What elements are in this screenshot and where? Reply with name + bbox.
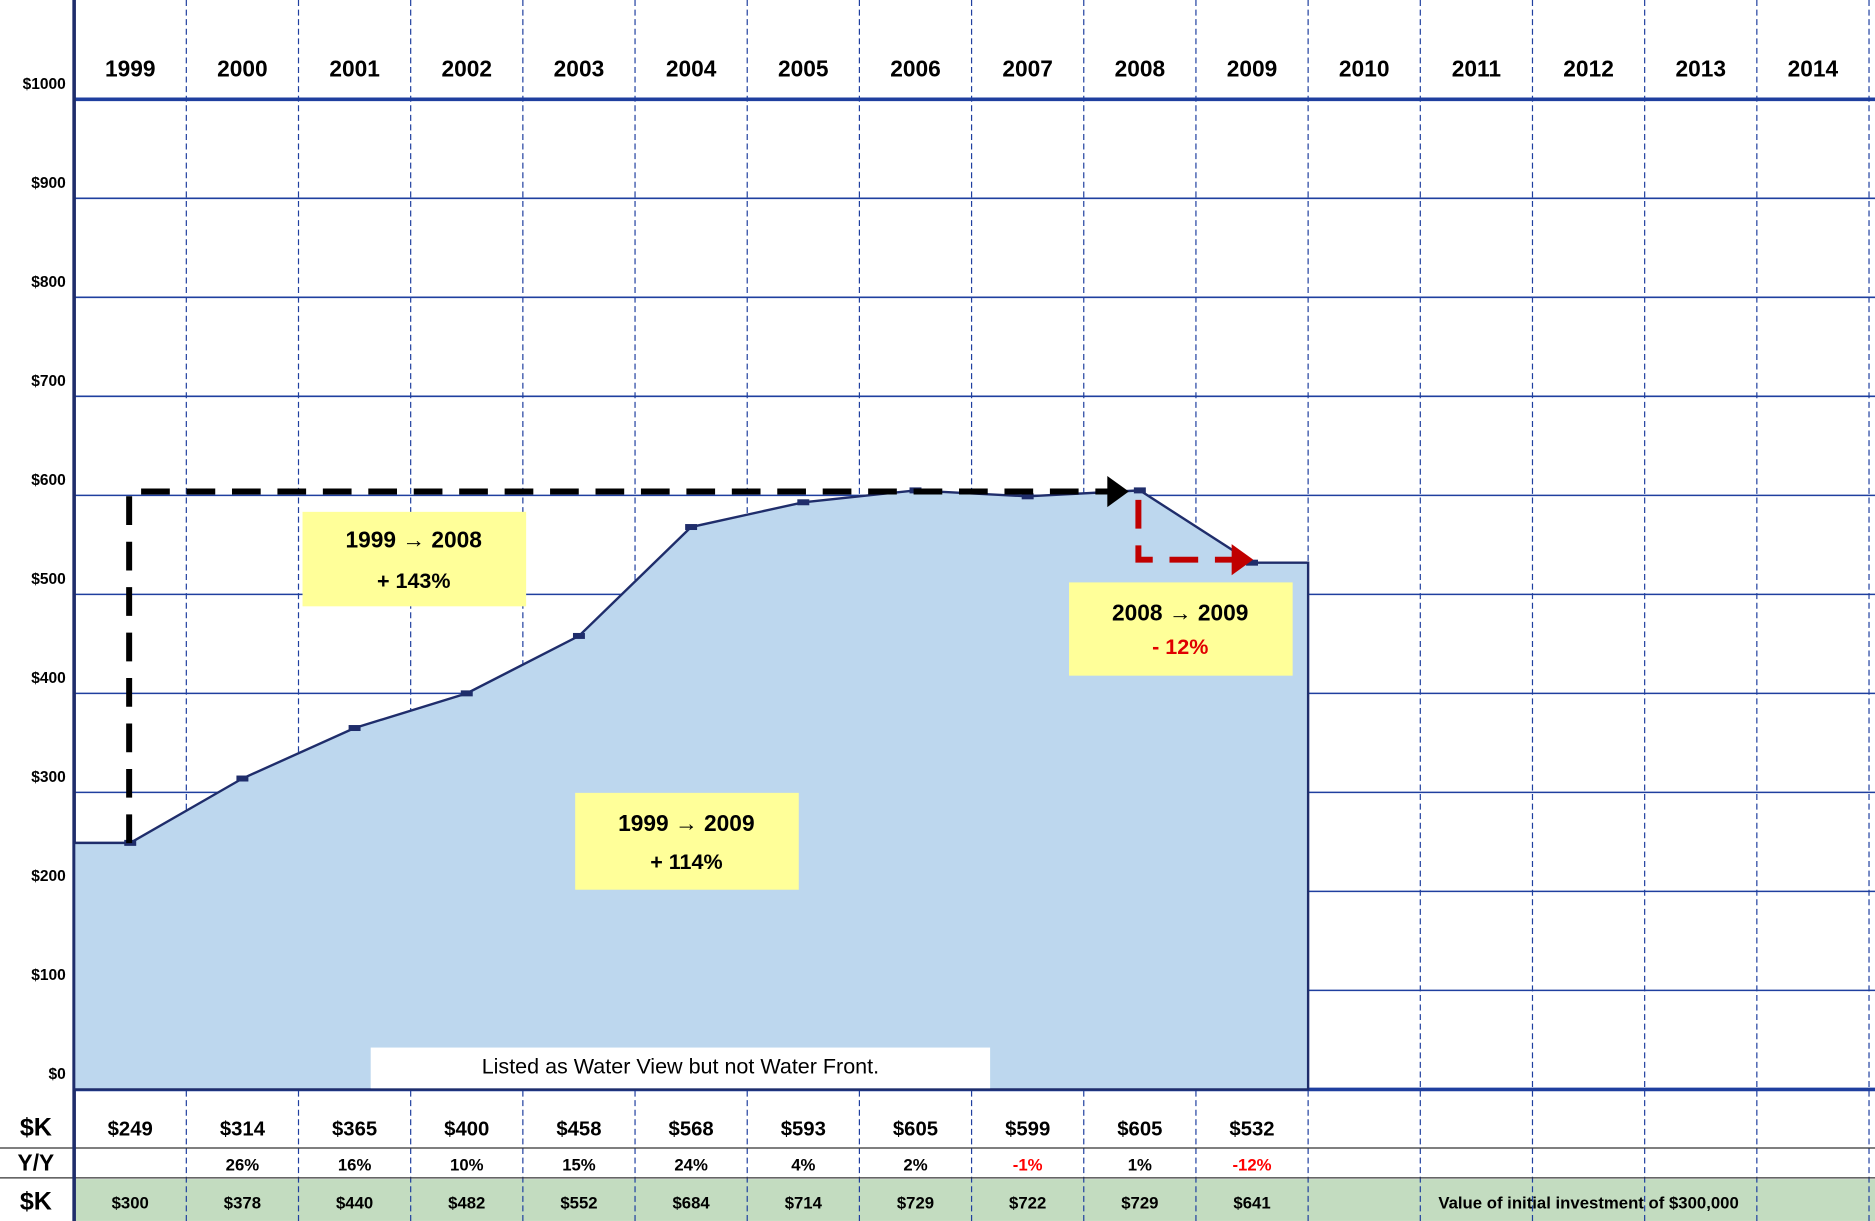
value-label: $400 [444,1118,489,1140]
yoy-label: 15% [562,1155,596,1174]
investment-label: $729 [897,1194,934,1213]
y-tick-label: $700 [31,373,66,390]
y-tick-label: $500 [31,571,66,588]
y-tick-label: $900 [31,175,66,192]
y-tick-label: $100 [31,967,66,984]
value-label: $605 [893,1118,938,1140]
yoy-label: 16% [338,1155,372,1174]
yoy-label: 10% [450,1155,484,1174]
row-label: $K [20,1114,52,1142]
annotation-text: + 114% [650,850,722,874]
x-tick-label: 1999 [105,56,156,82]
investment-label: $552 [560,1194,597,1213]
row-label: $K [20,1188,52,1216]
dashed-arrow [1135,499,1237,563]
x-tick-label: 2008 [1115,56,1166,82]
annotation-box [575,792,799,890]
value-label: $568 [669,1118,714,1140]
yoy-label: -12% [1232,1155,1271,1174]
value-label: $593 [781,1118,826,1140]
x-tick-label: 2004 [666,56,717,82]
investment-label: $300 [112,1194,149,1213]
x-tick-label: 2006 [890,56,941,82]
marker [685,524,698,531]
annotation-text: + 143% [377,569,451,593]
x-tick-label: 2007 [1002,56,1053,82]
annotations: 1999 → 2008 + 143% 2008 → 2009 - 12% 199… [126,475,1293,1089]
investment-label: $641 [1233,1194,1270,1213]
yoy-label: 2% [903,1155,927,1174]
x-tick-label: 2010 [1339,56,1390,82]
value-label: $249 [108,1118,153,1140]
value-label: $458 [556,1118,601,1140]
area [72,489,1310,1091]
yoy-label: 26% [226,1155,260,1174]
annotation-title: 2008 → 2009 [1112,600,1248,626]
value-label: $365 [332,1118,377,1140]
investment-label: $684 [673,1194,711,1213]
y-tick-label: $600 [31,472,66,489]
x-tick-label: 2011 [1452,56,1501,82]
investment-label: $722 [1009,1194,1046,1213]
x-tick-label: 2013 [1675,56,1726,82]
annotation-text: - 12% [1152,635,1208,659]
marker [572,632,585,639]
annotation-box [302,511,527,607]
arrow-head [1107,475,1129,508]
investment-label: $729 [1121,1194,1158,1213]
x-tick-label: 2005 [778,56,829,82]
investment-label: $378 [224,1194,261,1213]
value-label: $605 [1117,1118,1162,1140]
note-box [370,1047,991,1089]
y-tick-label: $1000 [23,76,66,93]
x-tick-label: 2000 [217,56,268,82]
row-label: Y/Y [18,1150,55,1176]
x-tick-label: 2012 [1563,56,1614,82]
marker [1246,559,1259,566]
marker [460,690,473,697]
note: Listed as Water View but not Water Front… [482,1055,879,1079]
marker [348,725,361,732]
x-tick-label: 2009 [1227,56,1278,82]
marker [236,775,249,782]
x-tick-label: 2003 [554,56,605,82]
marker [1021,493,1034,500]
dashed-arrow [126,488,1113,844]
y-tick-label: $800 [31,274,66,291]
investment-note: Value of initial investment of $300,000 [1438,1194,1738,1213]
marker [797,499,810,506]
x-tick-label: 2001 [329,56,380,82]
investment-label: $440 [336,1194,373,1213]
row-background [74,1179,1875,1221]
value-label: $314 [220,1118,266,1140]
arrow-head [1231,544,1254,576]
yoy-label: 4% [791,1155,815,1174]
value-label: $532 [1229,1118,1274,1140]
annotation-title: 1999 → 2009 [618,810,754,836]
investment-label: $714 [785,1194,823,1213]
value-label: $599 [1005,1118,1050,1140]
yoy-label: 1% [1128,1155,1152,1174]
y-tick-label: $400 [31,670,66,687]
yoy-label: -1% [1013,1155,1043,1174]
annotation-title: 1999 → 2008 [346,527,482,553]
investment-label: $482 [448,1194,485,1213]
y-tick-label: $200 [31,868,66,885]
y-tick-label: $300 [31,769,66,786]
x-tick-label: 2002 [441,56,492,82]
yoy-label: 24% [674,1155,708,1174]
marker [1133,487,1146,494]
x-tick-label: 2014 [1788,56,1839,82]
y-tick-label: $0 [48,1066,65,1083]
annotation-box [1069,582,1293,676]
marks: $0 $100 $200 $300 $400 $500 $600 $700 $800 $900 $1… [18,56,1839,1216]
